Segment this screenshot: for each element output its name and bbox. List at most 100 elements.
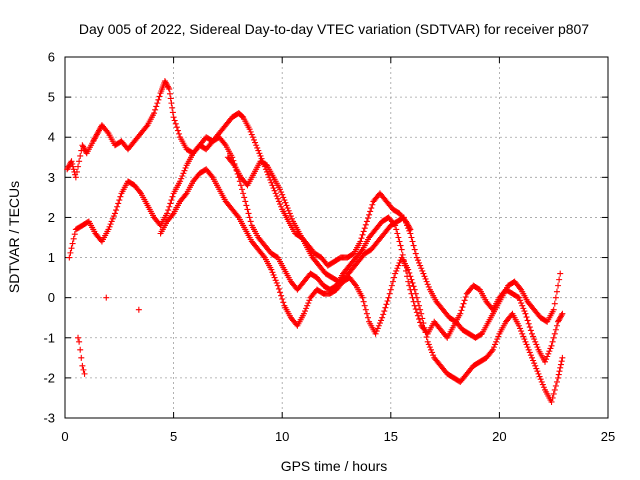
data-point bbox=[177, 178, 184, 185]
data-point bbox=[552, 294, 559, 301]
data-point bbox=[519, 330, 526, 337]
data-point bbox=[413, 254, 420, 261]
data-point bbox=[361, 302, 368, 309]
data-point bbox=[94, 130, 101, 137]
data-point bbox=[367, 208, 374, 215]
data-point bbox=[558, 312, 565, 319]
axis-ticks bbox=[64, 56, 609, 419]
data-point bbox=[67, 249, 74, 256]
data-point bbox=[105, 226, 112, 233]
data-point bbox=[361, 225, 368, 232]
data-point bbox=[364, 314, 371, 321]
data-point bbox=[164, 210, 171, 217]
data-point bbox=[77, 152, 84, 159]
data-point bbox=[553, 322, 560, 329]
data-point bbox=[525, 320, 532, 327]
data-point bbox=[388, 282, 395, 289]
data-point bbox=[351, 281, 358, 288]
data-point bbox=[81, 370, 88, 377]
data-point bbox=[404, 222, 411, 229]
data-point bbox=[536, 373, 543, 380]
data-point bbox=[411, 286, 418, 293]
data-point bbox=[398, 246, 405, 253]
data-point bbox=[550, 306, 557, 313]
y-tick-label: -3 bbox=[43, 411, 55, 426]
data-point bbox=[69, 160, 76, 167]
data-point bbox=[256, 150, 263, 157]
data-point bbox=[489, 346, 496, 353]
data-point bbox=[362, 306, 369, 313]
data-point bbox=[274, 195, 281, 202]
data-point bbox=[395, 262, 402, 269]
data-point bbox=[533, 365, 540, 372]
data-point bbox=[369, 201, 376, 208]
data-point bbox=[360, 228, 367, 235]
series-track-d bbox=[224, 154, 564, 341]
data-point bbox=[363, 218, 370, 225]
data-point bbox=[419, 267, 426, 274]
x-tick-label: 5 bbox=[170, 429, 177, 444]
data-point bbox=[413, 309, 420, 316]
data-point bbox=[71, 231, 78, 238]
data-point bbox=[304, 302, 311, 309]
data-point bbox=[271, 274, 278, 281]
data-point bbox=[169, 104, 176, 111]
y-tick-label: 3 bbox=[48, 170, 55, 185]
data-point bbox=[407, 230, 414, 237]
data-point bbox=[413, 294, 420, 301]
data-point bbox=[135, 306, 142, 313]
data-point bbox=[372, 330, 379, 337]
data-point bbox=[551, 330, 558, 337]
data-point bbox=[64, 166, 71, 173]
data-point bbox=[527, 352, 534, 359]
data-point bbox=[517, 297, 524, 304]
data-point bbox=[412, 306, 419, 313]
data-point bbox=[547, 345, 554, 352]
data-point bbox=[378, 317, 385, 324]
data-point bbox=[364, 215, 371, 222]
data-point bbox=[545, 350, 552, 357]
data-point bbox=[490, 344, 497, 351]
data-point bbox=[70, 235, 77, 242]
data-point bbox=[385, 294, 392, 301]
y-tick-label: -2 bbox=[43, 370, 55, 385]
data-point bbox=[106, 223, 113, 230]
data-point bbox=[555, 318, 562, 325]
data-point bbox=[396, 259, 403, 266]
data-point bbox=[68, 158, 75, 165]
data-point bbox=[389, 278, 396, 285]
data-point bbox=[429, 349, 436, 356]
data-point bbox=[405, 225, 412, 232]
data-point bbox=[407, 273, 414, 280]
data-point bbox=[249, 134, 256, 141]
data-point bbox=[96, 127, 103, 134]
data-point bbox=[80, 143, 87, 150]
data-point bbox=[173, 124, 180, 131]
data-point bbox=[549, 338, 556, 345]
data-point bbox=[422, 275, 429, 282]
data-point bbox=[208, 172, 215, 179]
data-point bbox=[257, 152, 264, 159]
data-point bbox=[524, 344, 531, 351]
data-point bbox=[168, 197, 175, 204]
data-point bbox=[524, 317, 531, 324]
data-point bbox=[265, 171, 272, 178]
data-point bbox=[167, 200, 174, 207]
data-point bbox=[270, 271, 277, 278]
data-point bbox=[174, 127, 181, 134]
data-point bbox=[239, 186, 246, 193]
data-point bbox=[68, 245, 75, 252]
data-point bbox=[272, 190, 279, 197]
data-point bbox=[494, 336, 501, 343]
data-point bbox=[548, 342, 555, 349]
data-point bbox=[373, 328, 380, 335]
data-point bbox=[530, 333, 537, 340]
data-point bbox=[549, 394, 556, 401]
data-point bbox=[537, 376, 544, 383]
data-point bbox=[114, 203, 121, 210]
data-point bbox=[143, 123, 150, 130]
data-point bbox=[279, 296, 286, 303]
data-point bbox=[164, 82, 171, 89]
data-point bbox=[397, 242, 404, 249]
